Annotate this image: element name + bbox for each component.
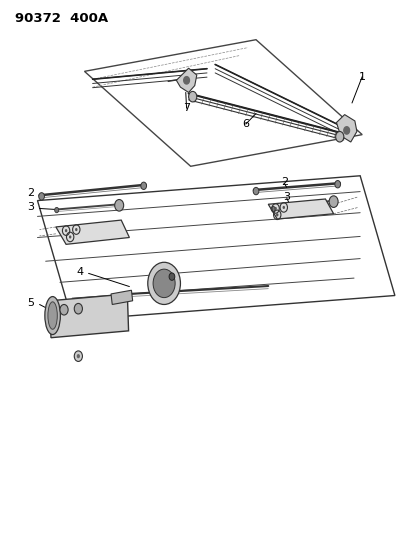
Circle shape [65,229,67,232]
Text: 7: 7 [183,103,190,114]
Polygon shape [111,290,132,304]
Circle shape [76,354,80,358]
Text: 3: 3 [27,203,34,213]
Circle shape [275,213,278,216]
Circle shape [55,207,59,213]
Circle shape [147,262,180,304]
Circle shape [169,273,174,280]
Circle shape [252,188,258,195]
Circle shape [74,351,82,361]
Text: 2: 2 [27,188,34,198]
Text: 2: 2 [280,177,287,187]
Text: 5: 5 [27,298,34,309]
Circle shape [343,127,349,134]
Polygon shape [56,220,129,244]
Circle shape [39,192,44,200]
Polygon shape [336,115,356,142]
Circle shape [188,91,196,102]
Text: 1: 1 [358,71,365,82]
Circle shape [74,303,82,314]
Polygon shape [176,68,196,92]
Circle shape [334,181,340,188]
Text: 6: 6 [242,119,249,129]
Circle shape [274,207,276,210]
Text: 3: 3 [282,192,290,202]
Circle shape [60,304,68,315]
Circle shape [328,196,337,207]
Circle shape [140,182,146,190]
Circle shape [153,269,175,297]
Polygon shape [268,199,333,219]
Circle shape [271,206,275,212]
Circle shape [75,228,77,231]
Circle shape [183,77,189,84]
Polygon shape [50,294,128,338]
Circle shape [69,236,71,239]
Text: 4: 4 [77,267,84,277]
Ellipse shape [48,302,57,329]
Circle shape [282,206,284,209]
Circle shape [335,132,343,142]
Text: 90372  400A: 90372 400A [15,12,108,25]
Circle shape [114,199,123,211]
Ellipse shape [45,296,60,335]
